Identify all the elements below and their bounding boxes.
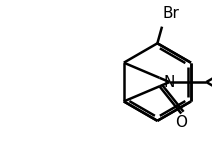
Text: N: N <box>164 75 175 90</box>
Text: O: O <box>175 115 187 131</box>
Text: Br: Br <box>162 6 179 21</box>
